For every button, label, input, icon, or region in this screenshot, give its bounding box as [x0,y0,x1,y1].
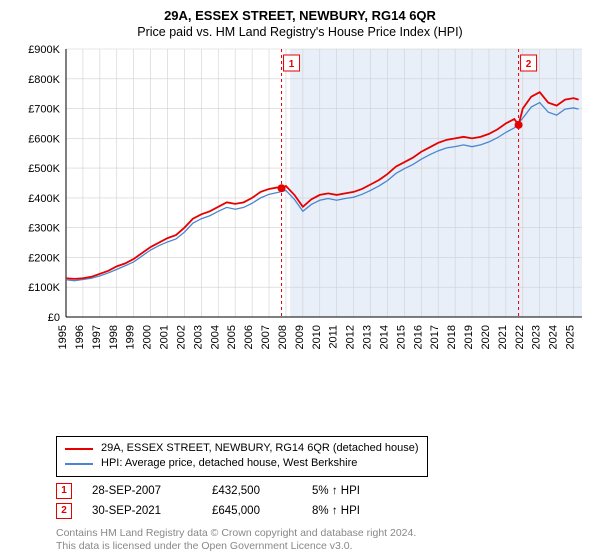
chart-container: 29A, ESSEX STREET, NEWBURY, RG14 6QR Pri… [0,0,600,560]
svg-text:2000: 2000 [142,325,154,349]
svg-text:2013: 2013 [362,325,374,349]
svg-text:2020: 2020 [480,325,492,349]
svg-text:2001: 2001 [159,325,171,349]
svg-text:2022: 2022 [514,325,526,349]
svg-text:2019: 2019 [463,325,475,349]
svg-text:1998: 1998 [108,325,120,349]
chart-title: 29A, ESSEX STREET, NEWBURY, RG14 6QR [12,8,588,23]
footer-line: Contains HM Land Registry data © Crown c… [56,527,588,541]
event-delta: 8% ↑ HPI [312,505,360,517]
svg-text:£500K: £500K [28,163,60,175]
svg-text:£200K: £200K [28,252,60,264]
chart-subtitle: Price paid vs. HM Land Registry's House … [12,25,588,39]
svg-text:1995: 1995 [57,325,69,349]
svg-text:2023: 2023 [531,325,543,349]
svg-text:2003: 2003 [192,325,204,349]
svg-text:2: 2 [526,59,532,70]
legend-label: 29A, ESSEX STREET, NEWBURY, RG14 6QR (de… [101,441,419,456]
event-date: 28-SEP-2007 [92,485,192,497]
legend-label: HPI: Average price, detached house, West… [101,456,357,471]
svg-text:2005: 2005 [226,325,238,349]
svg-text:2007: 2007 [260,325,272,349]
svg-text:£300K: £300K [28,223,60,235]
svg-text:2010: 2010 [311,325,323,349]
event-markers-table: 1 28-SEP-2007 £432,500 5% ↑ HPI 2 30-SEP-2021… [56,483,588,523]
event-date: 30-SEP-2021 [92,505,192,517]
svg-text:2011: 2011 [328,325,340,349]
event-price: £645,000 [212,505,292,517]
footer-attribution: Contains HM Land Registry data © Crown c… [56,527,588,554]
footer-line: This data is licensed under the Open Gov… [56,540,588,554]
svg-text:2021: 2021 [497,325,509,349]
svg-text:£700K: £700K [28,104,60,116]
svg-text:£400K: £400K [28,193,60,205]
legend: 29A, ESSEX STREET, NEWBURY, RG14 6QR (de… [56,436,428,477]
svg-text:2008: 2008 [277,325,289,349]
chart-plot-area: £0 £100K £200K £300K £400K £500K £600K £700K £80… [12,45,588,430]
event-badge: 1 [56,483,72,499]
svg-text:1996: 1996 [74,325,86,349]
svg-text:£600K: £600K [28,133,60,145]
svg-text:£0: £0 [48,312,60,324]
svg-text:£900K: £900K [28,45,60,56]
line-chart-svg: £0 £100K £200K £300K £400K £500K £600K £700K £80… [12,45,588,365]
svg-text:1997: 1997 [91,325,103,349]
svg-text:1: 1 [289,59,295,70]
event-badge: 2 [56,503,72,519]
svg-text:2015: 2015 [395,325,407,349]
svg-text:2012: 2012 [345,325,357,349]
svg-text:2004: 2004 [209,325,221,349]
svg-text:2006: 2006 [243,325,255,349]
legend-swatch [65,448,93,450]
legend-item: HPI: Average price, detached house, West… [65,456,419,471]
event-row: 2 30-SEP-2021 £645,000 8% ↑ HPI [56,503,588,519]
svg-text:1999: 1999 [125,325,137,349]
svg-text:2018: 2018 [446,325,458,349]
svg-text:2017: 2017 [429,325,441,349]
svg-text:2009: 2009 [294,325,306,349]
event-row: 1 28-SEP-2007 £432,500 5% ↑ HPI [56,483,588,499]
svg-text:£100K: £100K [28,282,60,294]
svg-text:£800K: £800K [28,74,60,86]
event-price: £432,500 [212,485,292,497]
svg-text:2002: 2002 [175,325,187,349]
svg-text:2016: 2016 [412,325,424,349]
svg-text:2025: 2025 [565,325,577,349]
svg-text:2024: 2024 [548,325,560,349]
event-delta: 5% ↑ HPI [312,485,360,497]
legend-swatch [65,463,93,465]
legend-item: 29A, ESSEX STREET, NEWBURY, RG14 6QR (de… [65,441,419,456]
svg-text:2014: 2014 [378,325,390,349]
